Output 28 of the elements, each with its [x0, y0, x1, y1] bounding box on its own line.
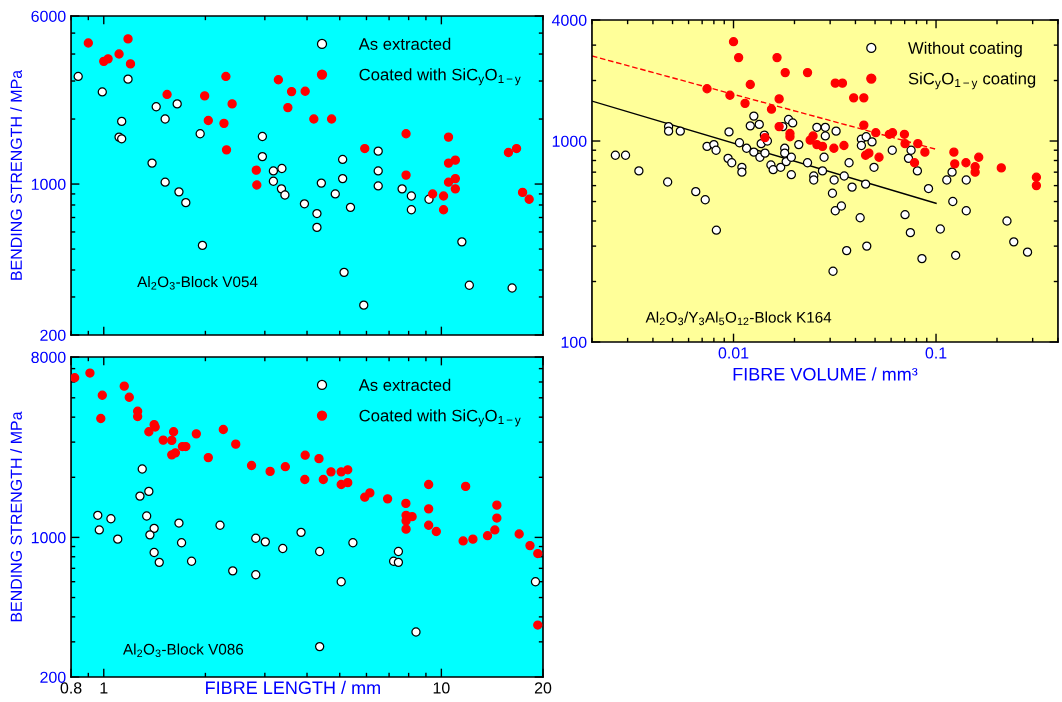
- x-tick-label: 10: [433, 682, 450, 694]
- x-tick-label: 0.8: [60, 682, 82, 694]
- x-axis-title: FIBRE VOLUME / mm³: [733, 367, 918, 381]
- text: Al$_{2}$O$_{3}$/Y$_{3}$Al$_{5}$O$_{12}$-Block K164: [645, 311, 832, 326]
- legend-label: SiC$_{y}$O$_{1−y}$ coating: [908, 72, 1036, 90]
- y-tick-label: 200: [40, 671, 66, 683]
- legend-label: Coated with SiC$_{y}$O$_{1−y}$: [359, 409, 521, 427]
- annotation: Al$_{2}$O$_{3}$-Block V054: [137, 275, 258, 290]
- legend-label: Coated with SiC$_{y}$O$_{1−y}$: [359, 68, 521, 86]
- y-tick-label: 100: [561, 336, 587, 348]
- y-tick-label: 200: [40, 329, 66, 341]
- x-tick-label: 0.1: [925, 347, 947, 359]
- legend-label: As extracted: [358, 378, 451, 391]
- y-axis-title: BENDING STRENGTH / MPa: [10, 411, 22, 622]
- x-tick-label: 1: [100, 682, 108, 694]
- y-tick-label: 6000: [31, 10, 66, 22]
- y-axis-title: BENDING STRENGTH / MPa: [10, 69, 22, 280]
- x-tick-label: 20: [534, 682, 552, 694]
- annotation: Al$_{2}$O$_{3}$-Block V086: [122, 643, 244, 658]
- x-tick-label: 0.01: [718, 347, 749, 359]
- y-tick-label: 1000: [31, 532, 66, 544]
- y-tick-label: 1000: [552, 135, 587, 147]
- legend-label: Without coating: [908, 41, 1022, 58]
- y-tick-label: 1000: [31, 178, 66, 190]
- legend-label: As extracted: [358, 37, 451, 50]
- y-tick-label: 8000: [31, 351, 66, 363]
- y-tick-label: 4000: [551, 14, 587, 26]
- x-axis-title: FIBRE LENGTH / mm: [206, 680, 380, 695]
